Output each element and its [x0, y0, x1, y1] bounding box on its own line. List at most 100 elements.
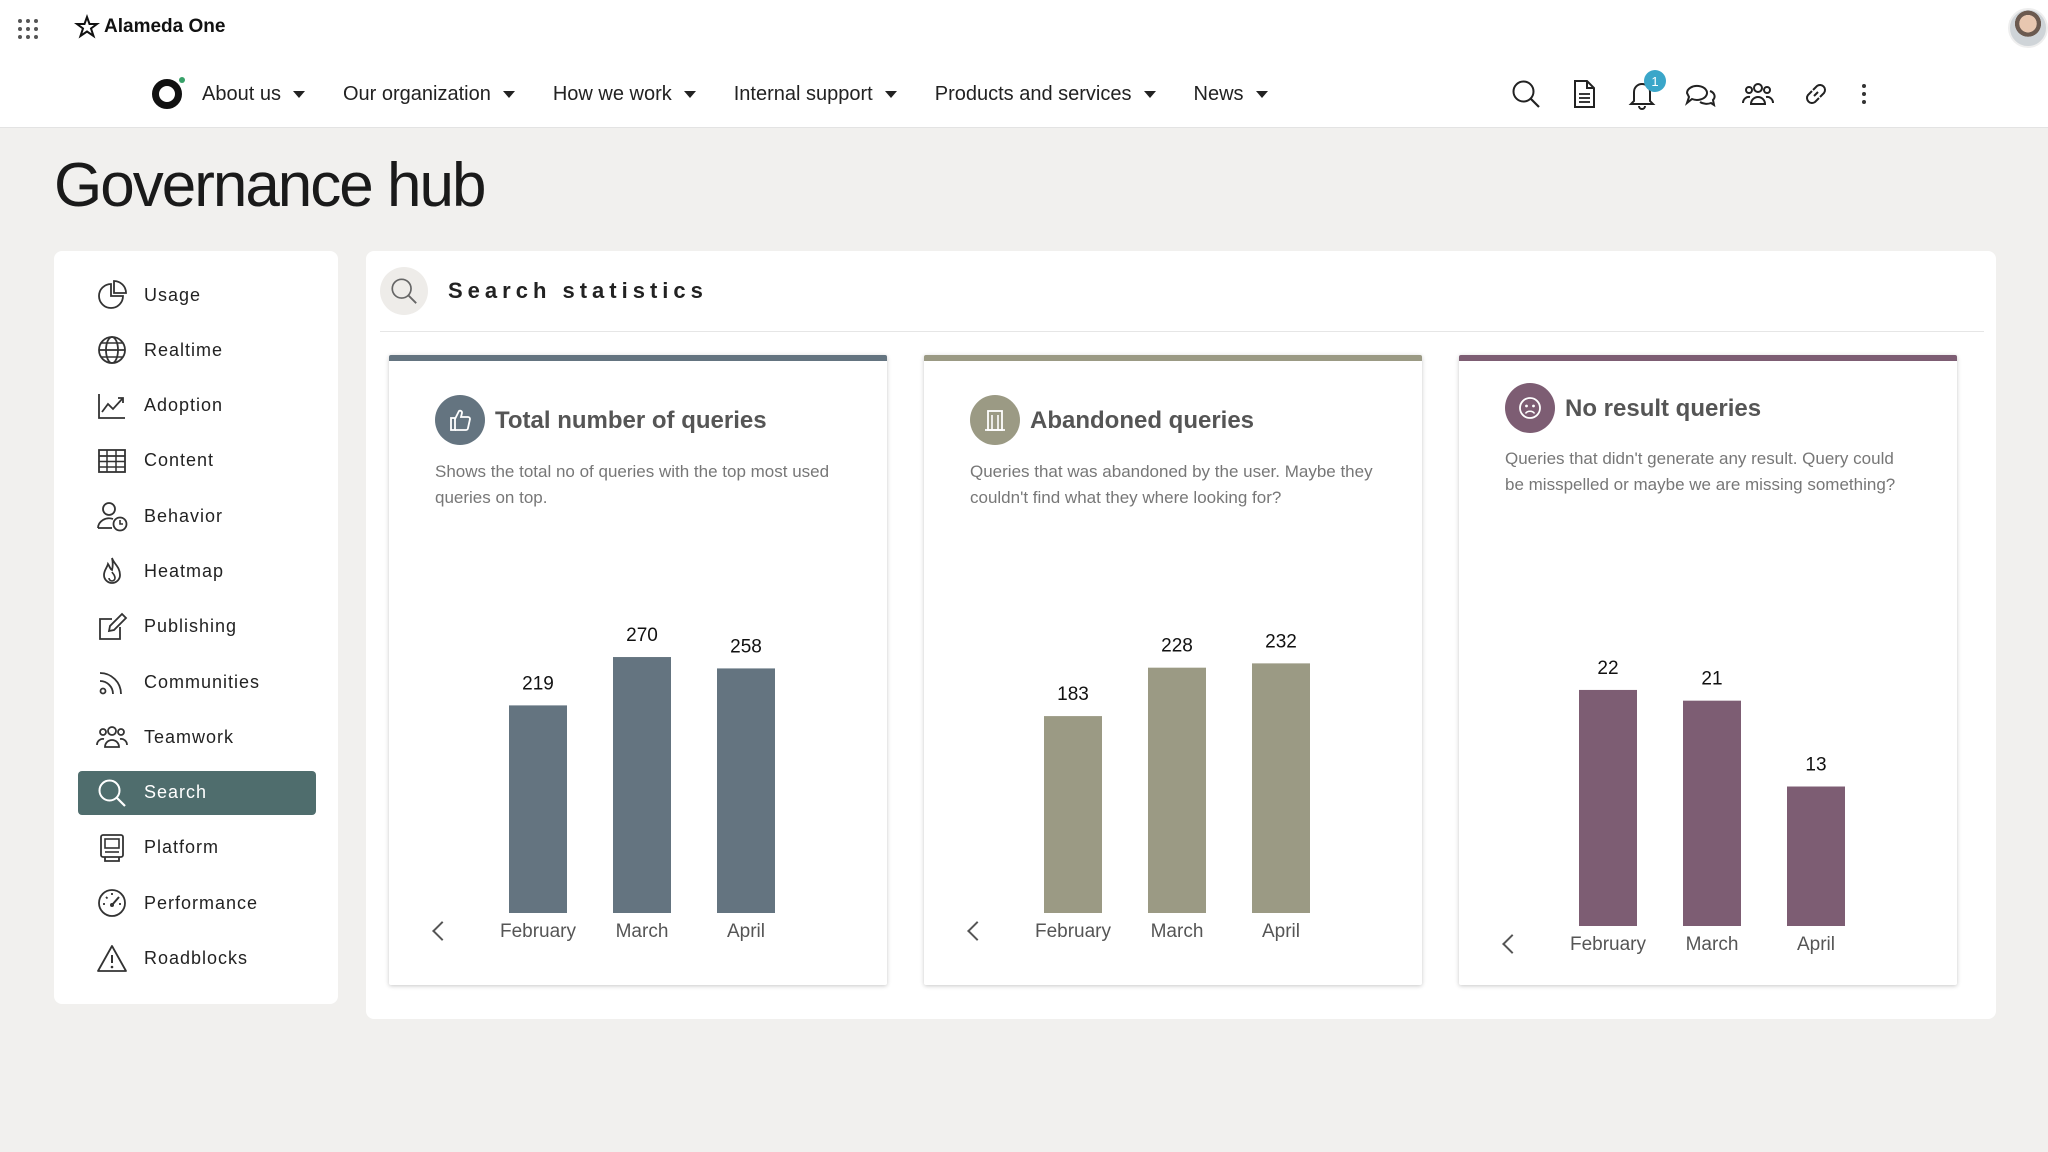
x-tick-label: February: [1035, 921, 1112, 942]
platform-icon: [90, 826, 134, 870]
people-icon[interactable]: [1738, 74, 1778, 114]
card-description: Shows the total no of queries with the t…: [435, 462, 830, 507]
nav-item-internal-support[interactable]: Internal support: [734, 83, 897, 106]
table-icon: [90, 439, 134, 483]
x-tick-label: April: [1797, 934, 1835, 955]
sidebar-item-roadblocks[interactable]: Roadblocks: [78, 937, 316, 981]
sidebar-item-content[interactable]: Content: [78, 439, 316, 483]
nav-item-about-us[interactable]: About us: [202, 83, 305, 106]
nav-item-label: Products and services: [934, 82, 1132, 105]
sidebar-item-label: Communities: [144, 671, 261, 692]
bar-value-label: 270: [626, 625, 658, 646]
sidebar-item-label: Realtime: [144, 339, 224, 360]
link-icon[interactable]: [1796, 74, 1836, 114]
sidebar-item-publishing[interactable]: Publishing: [78, 605, 316, 649]
sidebar-item-label: Search: [144, 782, 208, 803]
document-icon[interactable]: [1564, 74, 1604, 114]
bar-april[interactable]: [1787, 786, 1845, 926]
trend-chart-icon: [90, 384, 134, 428]
x-tick-label: April: [727, 921, 765, 942]
people-icon: [90, 715, 134, 759]
nav-item-products-and-services[interactable]: Products and services: [935, 83, 1156, 106]
site-logo-icon[interactable]: [152, 77, 185, 109]
brand-name: Alameda One: [104, 16, 226, 37]
nav-item-label: How we work: [552, 82, 672, 105]
bar-march[interactable]: [1683, 700, 1741, 926]
divider: [380, 331, 1984, 332]
total-queries-card: Total number of queries Shows the total …: [389, 355, 887, 985]
caret-down-icon: [292, 90, 305, 98]
sidebar-item-search[interactable]: Search: [78, 770, 316, 815]
search-statistics-panel: Search statistics Total number of querie…: [366, 251, 1996, 1019]
bar-april[interactable]: [1252, 663, 1310, 913]
x-tick-label: March: [1686, 934, 1739, 955]
edit-icon: [90, 605, 134, 649]
brand[interactable]: Alameda One: [74, 14, 225, 40]
bar-value-label: 258: [730, 636, 762, 657]
nav-item-news[interactable]: News: [1194, 83, 1268, 106]
card-description: Queries that was abandoned by the user. …: [970, 462, 1373, 507]
gauge-icon: [90, 881, 134, 925]
sidebar-item-performance[interactable]: Performance: [78, 881, 316, 925]
x-tick-label: February: [1570, 934, 1647, 955]
sidebar-item-label: Behavior: [144, 505, 224, 526]
nav-actions: 1: [1506, 70, 1874, 114]
chat-icon[interactable]: [1680, 74, 1720, 114]
sidebar-item-behavior[interactable]: Behavior: [78, 494, 316, 538]
sidebar-item-label: Teamwork: [144, 726, 235, 747]
card-description: Queries that didn't generate any result.…: [1505, 449, 1896, 494]
bar-value-label: 22: [1597, 658, 1618, 679]
more-menu-icon[interactable]: [1854, 74, 1874, 114]
main-nav: About us Our organization How we work In…: [152, 74, 1306, 114]
bar-march[interactable]: [613, 657, 671, 913]
bar-february[interactable]: [1579, 689, 1637, 926]
bar-value-label: 183: [1057, 684, 1089, 705]
sidebar-item-usage[interactable]: Usage: [78, 273, 316, 317]
panel-header: Search statistics: [380, 267, 708, 315]
sidebar-item-platform[interactable]: Platform: [78, 826, 316, 870]
building-icon: [970, 395, 1020, 445]
app-launcher-icon[interactable]: [18, 19, 38, 39]
x-tick-label: April: [1262, 921, 1300, 942]
page-title: Governance hub: [54, 151, 486, 220]
sidebar-item-realtime[interactable]: Realtime: [78, 328, 316, 372]
sidebar-item-adoption[interactable]: Adoption: [78, 384, 316, 428]
bar-chart: 219 February 270 March 258 April: [500, 625, 775, 942]
nav-item-label: News: [1193, 82, 1244, 105]
bar-april[interactable]: [717, 668, 775, 913]
card-title: Total number of queries: [495, 407, 767, 434]
bar-february[interactable]: [509, 705, 567, 913]
user-clock-icon: [90, 494, 134, 538]
search-icon[interactable]: [1506, 74, 1546, 114]
bar-value-label: 232: [1265, 631, 1297, 652]
warning-icon: [90, 937, 134, 981]
sidebar-item-heatmap[interactable]: Heatmap: [78, 549, 316, 593]
top-bar: Alameda One About us Our organization Ho…: [0, 0, 2048, 128]
avatar[interactable]: [2008, 8, 2048, 48]
nav-item-label: Our organization: [342, 82, 491, 105]
nav-item-how-we-work[interactable]: How we work: [553, 83, 696, 106]
sidebar-item-label: Publishing: [144, 616, 238, 637]
bar-february[interactable]: [1044, 716, 1102, 913]
bar-value-label: 13: [1805, 755, 1826, 776]
bar-chart: 22 February 21 March 13 April: [1570, 658, 1845, 955]
sidebar-item-communities[interactable]: Communities: [78, 660, 316, 704]
sidebar-item-label: Content: [144, 450, 215, 471]
bar-value-label: 219: [522, 673, 554, 694]
sidebar-item-teamwork[interactable]: Teamwork: [78, 715, 316, 759]
bar-march[interactable]: [1148, 667, 1206, 913]
caret-down-icon: [683, 90, 696, 98]
bar-value-label: 228: [1161, 636, 1193, 657]
search-icon: [90, 771, 134, 815]
flame-icon: [90, 549, 134, 593]
nav-item-our-organization[interactable]: Our organization: [343, 83, 515, 106]
caret-down-icon: [1255, 90, 1268, 98]
thumbs-up-icon: [435, 395, 485, 445]
nav-item-label: Internal support: [733, 82, 873, 105]
globe-icon: [90, 328, 134, 372]
caret-down-icon: [1143, 90, 1156, 98]
sidebar-item-label: Usage: [144, 284, 202, 305]
panel-title: Search statistics: [448, 278, 708, 303]
bell-icon[interactable]: 1: [1622, 70, 1666, 114]
card-title: No result queries: [1565, 395, 1762, 422]
